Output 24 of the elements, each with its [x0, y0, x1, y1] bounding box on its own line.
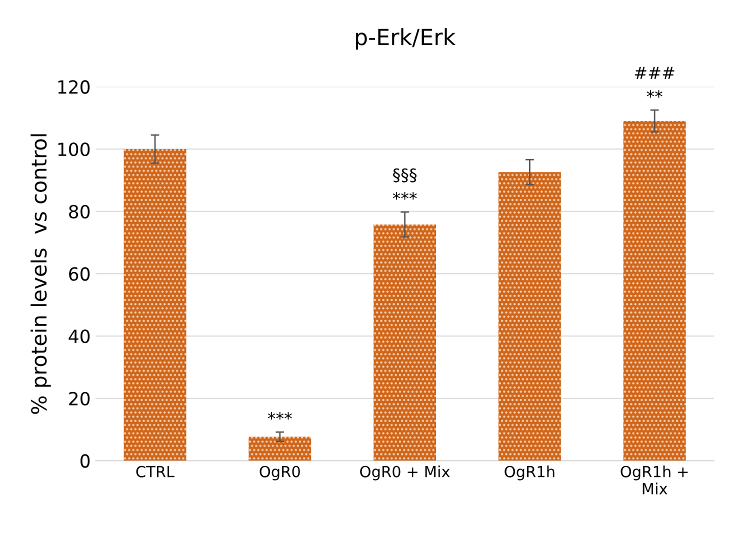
bar	[248, 436, 312, 461]
annotation: **	[646, 90, 662, 98]
bar	[124, 149, 186, 461]
y-tick-label: 120	[58, 80, 90, 94]
y-axis-title: % protein levels vs control	[30, 134, 51, 414]
x-tick-label: OgR0	[260, 466, 300, 480]
annotation: ###	[634, 66, 674, 79]
y-tick-label: 80	[69, 204, 90, 218]
y-tick-label: 20	[69, 392, 90, 406]
bar	[623, 121, 686, 461]
chart-title: p-Erk/Erk	[356, 28, 456, 50]
y-tick-label: 0	[80, 454, 90, 468]
x-tick-label: OgR1h + Mix	[620, 466, 688, 494]
annotation: ***	[392, 192, 417, 200]
annotation: ***	[268, 412, 292, 420]
bar	[374, 224, 436, 461]
x-tick-label: OgR1h	[504, 466, 554, 480]
x-tick-label: OgR0 + Mix	[360, 466, 450, 480]
y-tick-label: 100	[58, 142, 90, 156]
y-tick-label: 60	[69, 267, 90, 281]
annotation: §§§	[393, 168, 417, 182]
bar	[498, 172, 561, 461]
x-tick-label: CTRL	[136, 466, 174, 478]
y-tick-label: 40	[68, 330, 90, 344]
